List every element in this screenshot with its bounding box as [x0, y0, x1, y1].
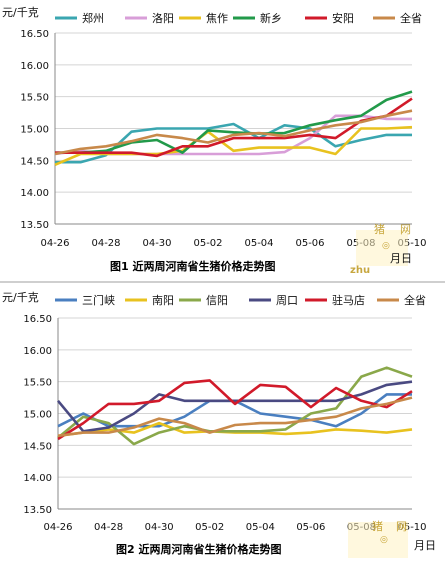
y-tick-label: 14.50: [20, 156, 49, 167]
series-line-4: [57, 379, 413, 441]
y-tick-label: 13.50: [23, 505, 52, 516]
chart-1-watermark: 猪 网 ◎ zhu: [350, 223, 411, 276]
chart-1-x-unit: 月日: [390, 252, 412, 265]
chart-2-gridlines: [57, 317, 412, 510]
chart-2-legend: 三门峡 南阳 信阳 周口 驻马店 全省: [55, 293, 426, 307]
svg-text:◎: ◎: [380, 535, 388, 545]
y-tick-label: 15.00: [20, 125, 49, 136]
chart-2-caption: 图2 近两周河南省生猪价格走势图: [116, 542, 281, 556]
y-tick-label: 14.00: [20, 188, 49, 199]
svg-text:网: 网: [400, 223, 411, 236]
svg-text:◎: ◎: [382, 241, 390, 251]
x-tick-label: 05-04: [244, 238, 273, 249]
series-line-5: [57, 396, 413, 438]
legend-label: 焦作: [206, 12, 228, 25]
x-tick-label: 04-28: [94, 522, 123, 533]
legend-label: 新乡: [260, 11, 282, 25]
legend-label: 信阳: [206, 294, 228, 307]
legend-label: 南阳: [152, 294, 174, 307]
y-tick-label: 16.50: [20, 29, 49, 40]
y-tick-label: 15.50: [20, 93, 49, 104]
y-tick-label: 13.50: [20, 220, 49, 231]
series-line-4: [55, 97, 413, 158]
svg-text:zhu: zhu: [350, 265, 370, 276]
chart-2-watermark: 猪 网 ◎: [348, 520, 408, 558]
chart-2-y-ticks: 16.50 16.00 15.50 15.00 14.50 14.00 13.50: [23, 314, 52, 516]
legend-label: 三门峡: [82, 293, 115, 307]
y-tick-label: 16.00: [20, 61, 49, 72]
legend-label: 洛阳: [152, 11, 174, 25]
series-line-5: [54, 109, 413, 156]
legend-label: 安阳: [332, 11, 354, 25]
svg-text:猪: 猪: [374, 223, 385, 236]
chart-1-legend: 郑州 洛阳 焦作 新乡 安阳 全省: [55, 11, 422, 25]
y-tick-label: 14.50: [23, 441, 52, 452]
x-tick-label: 05-10: [397, 522, 426, 533]
legend-label: 郑州: [82, 11, 104, 25]
x-tick-label: 05-02: [193, 238, 222, 249]
legend-label: 驻马店: [332, 293, 365, 307]
x-tick-label: 05-02: [195, 522, 224, 533]
x-tick-label: 04-26: [43, 522, 72, 533]
svg-text:网: 网: [396, 520, 407, 533]
x-tick-label: 05-10: [397, 238, 426, 249]
series-line-3: [55, 90, 413, 154]
legend-label: 全省: [400, 11, 422, 25]
y-tick-label: 16.00: [23, 346, 52, 357]
chart-2: 元/千克 三门峡 南阳 信阳 周口 驻马店 全省 16.50 16.00 15.50 15.00…: [2, 291, 436, 558]
chart-divider: [0, 281, 445, 283]
svg-text:猪: 猪: [372, 520, 383, 533]
y-tick-label: 16.50: [23, 314, 52, 325]
x-tick-label: 04-30: [142, 238, 171, 249]
chart-1: 元/千克 郑州 洛阳 焦作 新乡 安阳 全省 16.50 16.00 15.50 15.00 14…: [2, 6, 427, 276]
x-tick-label: 05-06: [295, 238, 324, 249]
chart-1-gridlines: [54, 32, 412, 225]
x-tick-label: 04-28: [91, 238, 120, 249]
x-tick-label: 05-06: [296, 522, 325, 533]
y-tick-label: 15.00: [23, 410, 52, 421]
chart-1-y-ticks: 16.50 16.00 15.50 15.00 14.50 14.00 13.50: [20, 29, 49, 231]
chart-1-series: [54, 90, 413, 166]
chart-1-caption: 图1 近两周河南省生猪价格走势图: [110, 259, 275, 273]
x-tick-label: 04-30: [145, 522, 174, 533]
chart-2-y-unit: 元/千克: [2, 291, 39, 304]
legend-label: 周口: [276, 294, 298, 307]
x-tick-label: 04-26: [40, 238, 69, 249]
legend-label: 全省: [404, 293, 426, 307]
y-tick-label: 15.50: [23, 378, 52, 389]
y-tick-label: 14.00: [23, 473, 52, 484]
x-tick-label: 05-04: [246, 522, 275, 533]
chart-2-x-unit: 月日: [414, 539, 436, 552]
chart-2-series: [56, 366, 413, 446]
chart-1-y-unit: 元/千克: [2, 6, 39, 19]
